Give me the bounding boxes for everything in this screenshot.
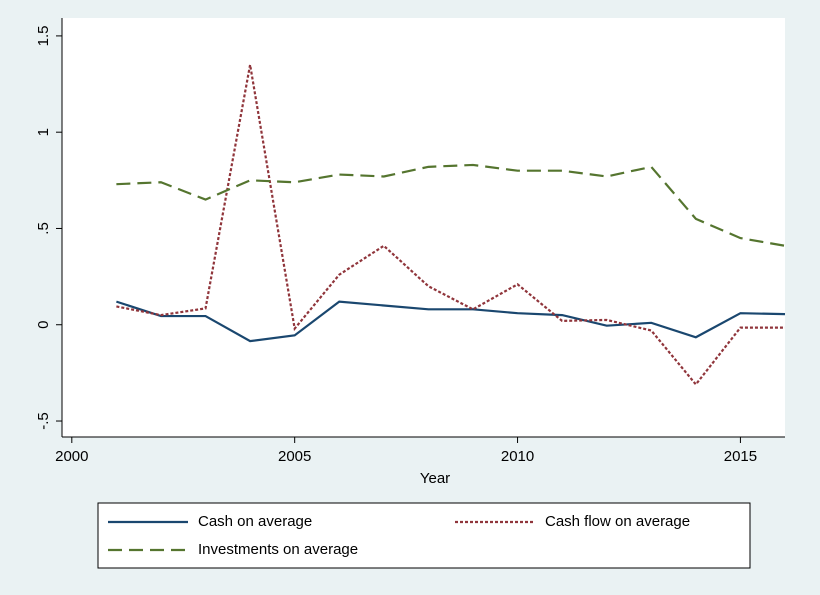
x-axis-title: Year bbox=[420, 470, 450, 487]
series-line bbox=[116, 300, 786, 343]
legend-label: Cash flow on average bbox=[545, 513, 690, 530]
legend-label: Cash on average bbox=[198, 513, 312, 530]
legend bbox=[97, 502, 751, 569]
x-tick-label: 2000 bbox=[55, 448, 88, 465]
y-tick-label: 1 bbox=[35, 128, 52, 136]
y-tick-label: 1.5 bbox=[35, 25, 52, 46]
legend-label: Investments on average bbox=[198, 541, 358, 558]
x-tick-label: 2015 bbox=[724, 448, 757, 465]
x-tick-label: 2010 bbox=[501, 448, 534, 465]
y-tick-label: -.5 bbox=[35, 412, 52, 430]
plot-area bbox=[62, 18, 785, 437]
y-tick-label: .5 bbox=[35, 222, 52, 235]
x-tick-label: 2005 bbox=[278, 448, 311, 465]
y-tick-label: 0 bbox=[35, 321, 52, 329]
series-line bbox=[116, 163, 786, 247]
